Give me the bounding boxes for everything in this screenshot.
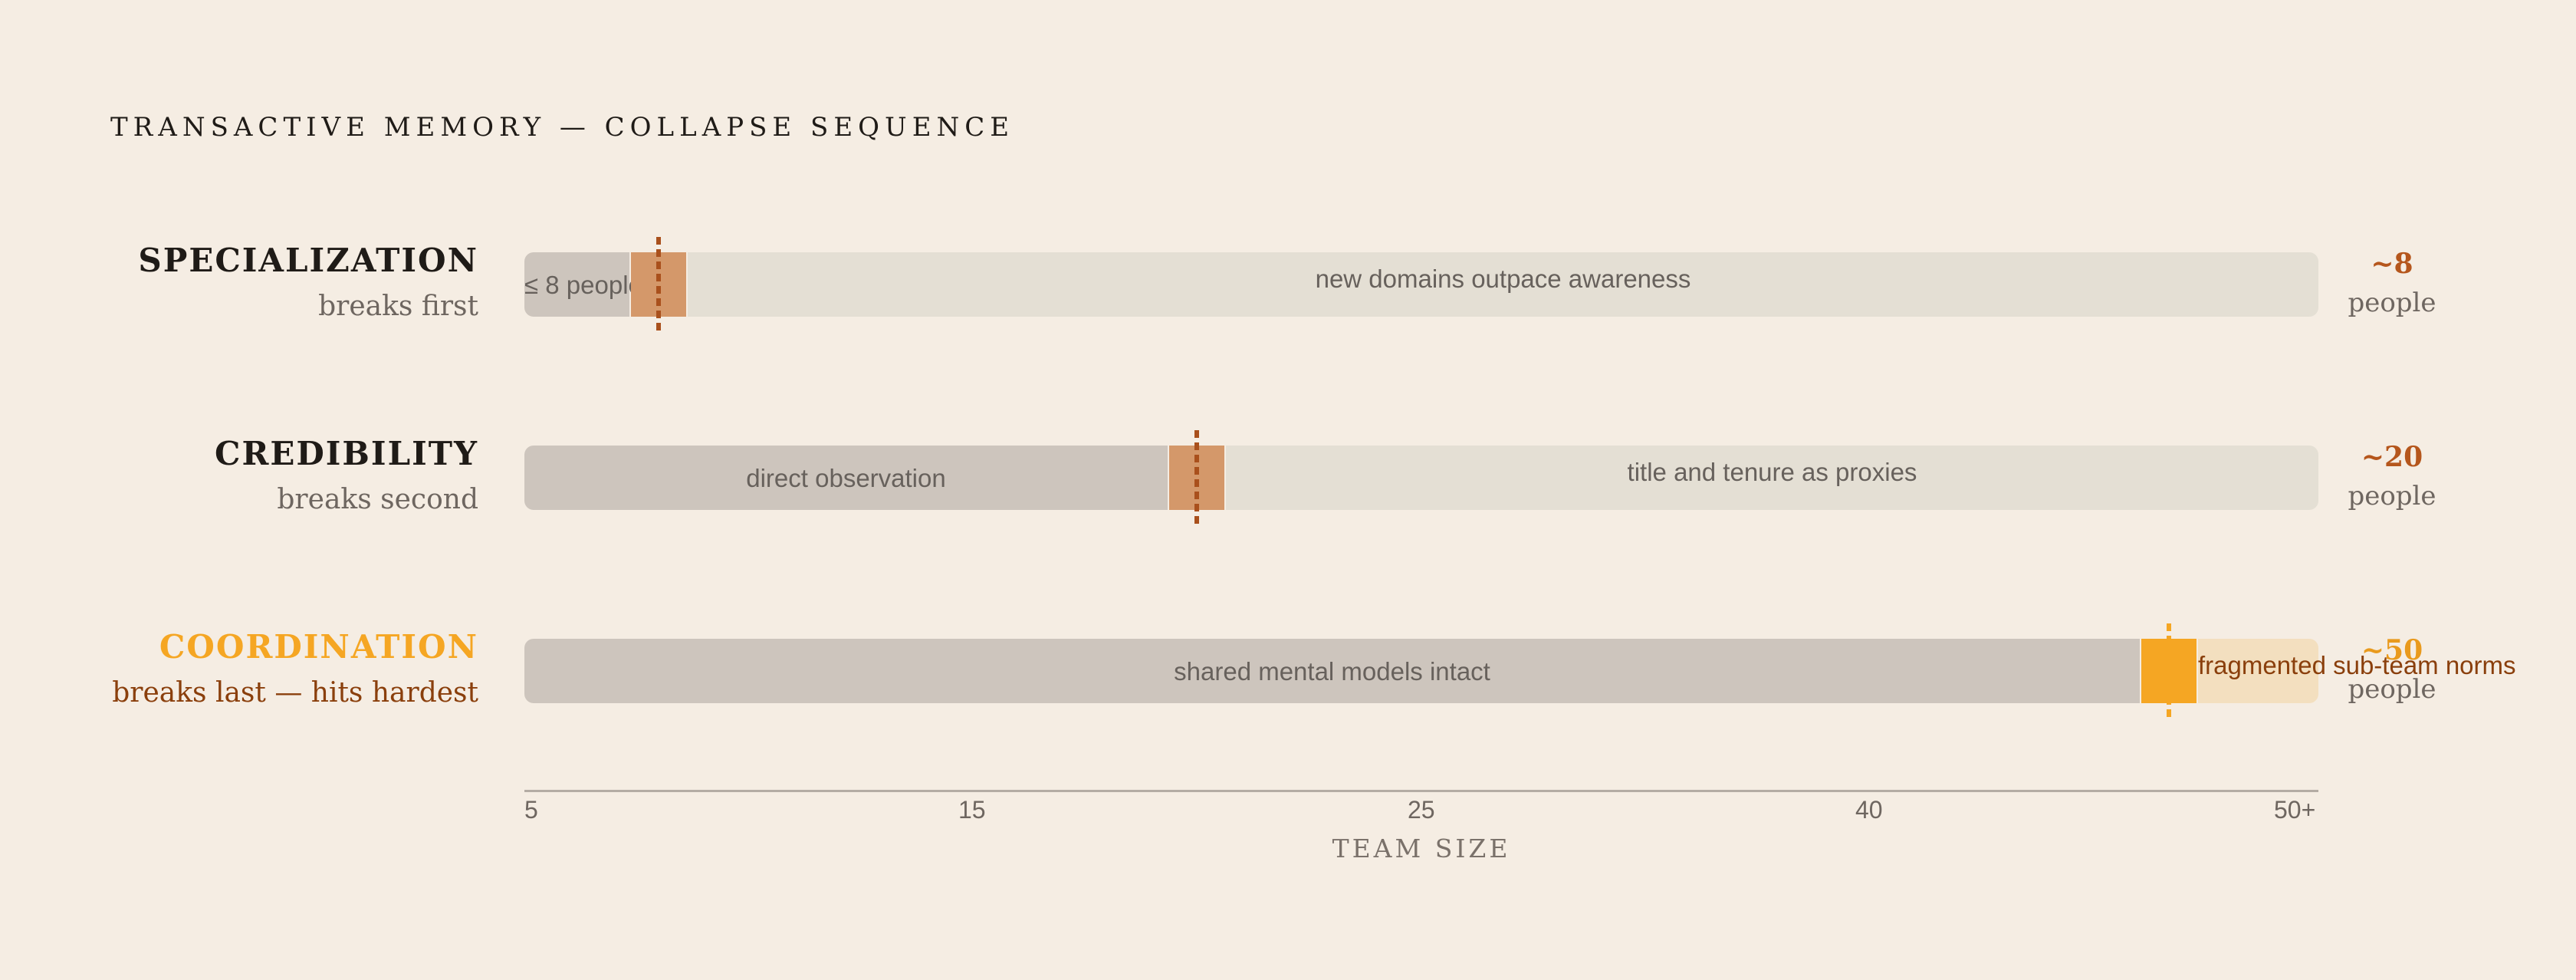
breakpoint-unit: people — [2348, 288, 2436, 318]
bar-segment-before: shared mental models intact — [524, 639, 2140, 703]
chart-title: TRANSACTIVE MEMORY — COLLAPSE SEQUENCE — [110, 112, 1015, 143]
x-tick-label: 15 — [958, 796, 986, 824]
x-axis-line — [524, 790, 2318, 792]
bar-segment-after: title and tenure as proxies — [1226, 446, 2318, 510]
breakpoint-line — [2167, 623, 2171, 719]
breakpoint-value: ~8 — [2371, 248, 2413, 280]
row-name: CREDIBILITY — [215, 435, 478, 472]
x-tick-label: 5 — [524, 796, 538, 824]
breakpoint-value: ~50 — [2361, 634, 2423, 666]
row-subtitle: breaks last — hits hardest — [112, 677, 478, 709]
bar-segment-after: fragmented sub-team norms — [2198, 639, 2516, 703]
row-subtitle: breaks first — [318, 291, 478, 322]
row-subtitle: breaks second — [277, 484, 478, 515]
bar-segment-before: direct observation — [524, 446, 1168, 510]
bar-segment-before: ≤ 8 people — [524, 252, 642, 317]
breakpoint-unit: people — [2348, 674, 2436, 705]
bar-segment-after: new domains outpace awareness — [688, 252, 2318, 317]
breakpoint-value: ~20 — [2361, 441, 2423, 473]
x-tick-label: 40 — [1855, 796, 1883, 824]
breakpoint-line — [656, 237, 661, 332]
x-tick-label: 25 — [1408, 796, 1435, 824]
breakpoint-unit: people — [2348, 481, 2436, 511]
row-name: SPECIALIZATION — [138, 242, 478, 279]
row-name: COORDINATION — [159, 628, 478, 666]
breakpoint-line — [1194, 430, 1199, 525]
x-tick-label: 50+ — [2274, 796, 2316, 824]
x-axis-label: TEAM SIZE — [1332, 834, 1511, 863]
